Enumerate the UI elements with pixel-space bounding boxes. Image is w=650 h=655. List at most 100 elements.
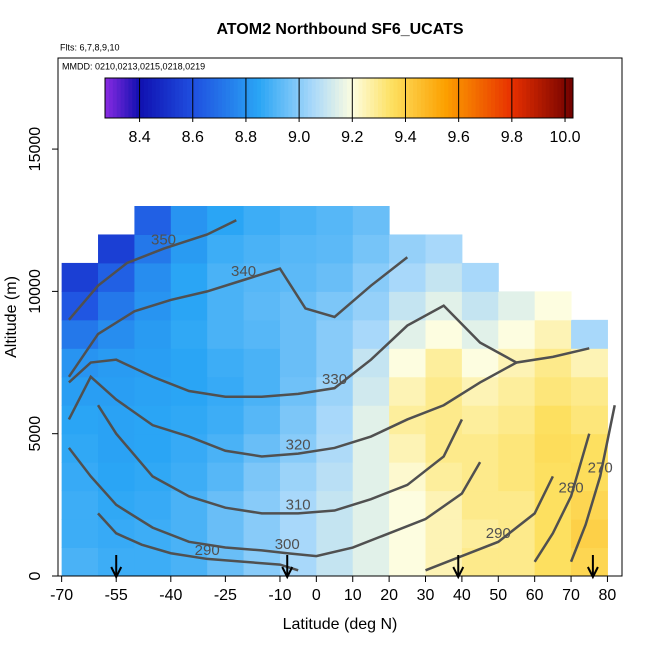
- heat-cell: [61, 490, 99, 520]
- colorbar-cell: [272, 78, 278, 118]
- heat-cell: [352, 348, 390, 378]
- colorbar-cell: [366, 78, 371, 118]
- colorbar-cell: [448, 78, 453, 118]
- colorbar-cell: [397, 78, 402, 118]
- contour-label: 290: [486, 525, 511, 542]
- colorbar-cell: [132, 78, 137, 118]
- heat-cell: [170, 405, 208, 435]
- heat-cell: [389, 490, 427, 520]
- colorbar-cell: [346, 78, 352, 118]
- colorbar-cell: [370, 78, 375, 118]
- heat-cell: [243, 433, 281, 463]
- heat-cell: [389, 433, 427, 463]
- annotation: MMDD: 0210,0213,0215,0218,0219: [62, 61, 205, 71]
- heat-cell: [352, 206, 390, 235]
- contour-label: 330: [322, 371, 347, 388]
- heat-cell: [498, 433, 536, 463]
- heat-cell: [243, 490, 281, 520]
- colorbar-cell: [545, 78, 551, 118]
- colorbar-cell: [116, 78, 122, 118]
- colorbar-cell: [300, 78, 305, 118]
- heat-cell: [425, 519, 463, 549]
- heat-cell: [243, 291, 281, 321]
- heat-cell: [207, 262, 245, 292]
- heat-cell: [534, 291, 572, 321]
- x-tick-label: -55: [105, 587, 128, 604]
- heat-cell: [170, 348, 208, 378]
- colorbar-cell: [393, 78, 398, 118]
- heat-cell: [534, 405, 572, 435]
- heat-cell: [207, 519, 245, 549]
- contour-label: 290: [195, 542, 220, 559]
- x-tick-label: 0: [312, 587, 321, 604]
- heat-cell: [98, 291, 135, 321]
- heat-cell: [316, 319, 354, 349]
- heat-cell: [207, 462, 245, 492]
- heat-cell: [207, 319, 245, 349]
- colorbar-cell: [288, 78, 293, 118]
- heat-cell: [170, 234, 208, 264]
- heat-cell: [571, 319, 608, 349]
- colorbar-cell: [147, 78, 153, 118]
- heat-cell: [170, 206, 208, 235]
- colorbar-cell: [151, 78, 157, 118]
- x-tick-label: 10: [344, 587, 362, 604]
- heat-cell: [207, 376, 245, 406]
- heat-cell: [316, 462, 354, 492]
- colorbar-cell: [534, 78, 539, 118]
- plot-frame: [57, 57, 623, 577]
- colorbar-cell: [284, 78, 289, 118]
- colorbar-tick-label: 8.6: [182, 129, 204, 146]
- x-tick-label: 70: [562, 587, 580, 604]
- heat-cell: [352, 376, 390, 406]
- colorbar-cell: [510, 78, 515, 118]
- colorbar-cell: [233, 78, 239, 118]
- heat-cell: [243, 462, 281, 492]
- colorbar-cell: [444, 78, 449, 118]
- heat-cell: [498, 319, 536, 349]
- heat-cell: [425, 262, 463, 292]
- heat-cell: [352, 433, 390, 463]
- heat-cell: [279, 234, 317, 264]
- heat-cell: [498, 291, 536, 321]
- heat-cell: [207, 234, 245, 264]
- colorbar-tick-label: 9.0: [288, 129, 310, 146]
- colorbar-cell: [303, 78, 309, 118]
- heat-cell: [425, 348, 463, 378]
- contour-label: 310: [286, 496, 311, 513]
- annotation: Flts: 6,7,8,9,10: [60, 42, 120, 52]
- heat-cell: [61, 547, 99, 576]
- colorbar-cell: [183, 78, 188, 118]
- heat-cell: [571, 376, 608, 406]
- colorbar-cell: [440, 78, 445, 118]
- colorbar-cell: [506, 78, 512, 118]
- colorbar-cell: [495, 78, 500, 118]
- colorbar-cell: [222, 78, 227, 118]
- heat-cell: [243, 348, 281, 378]
- colorbar-cell: [307, 78, 313, 118]
- heat-cell: [389, 234, 427, 264]
- heat-cell: [389, 547, 427, 576]
- heat-cell: [461, 319, 499, 349]
- contour-label: 280: [559, 479, 584, 496]
- colorbar-cell: [487, 78, 492, 118]
- colorbar-cell: [475, 78, 480, 118]
- colorbar-cell: [319, 78, 324, 118]
- contour-line: [67, 219, 237, 321]
- heat-cell: [498, 462, 536, 492]
- colorbar-cell: [311, 78, 317, 118]
- y-tick-label: 0: [27, 571, 44, 580]
- colorbar-cell: [194, 78, 200, 118]
- colorbar-cell: [198, 78, 203, 118]
- colorbar-cell: [522, 78, 527, 118]
- colorbar-cell: [128, 78, 133, 118]
- x-tick-label: -25: [214, 587, 237, 604]
- heat-cell: [571, 348, 608, 378]
- colorbar-cell: [350, 78, 356, 118]
- heat-cell: [425, 376, 463, 406]
- heat-cell: [170, 462, 208, 492]
- colorbar-cell: [378, 78, 383, 118]
- contour-line: [96, 404, 464, 515]
- heat-cell: [61, 433, 99, 463]
